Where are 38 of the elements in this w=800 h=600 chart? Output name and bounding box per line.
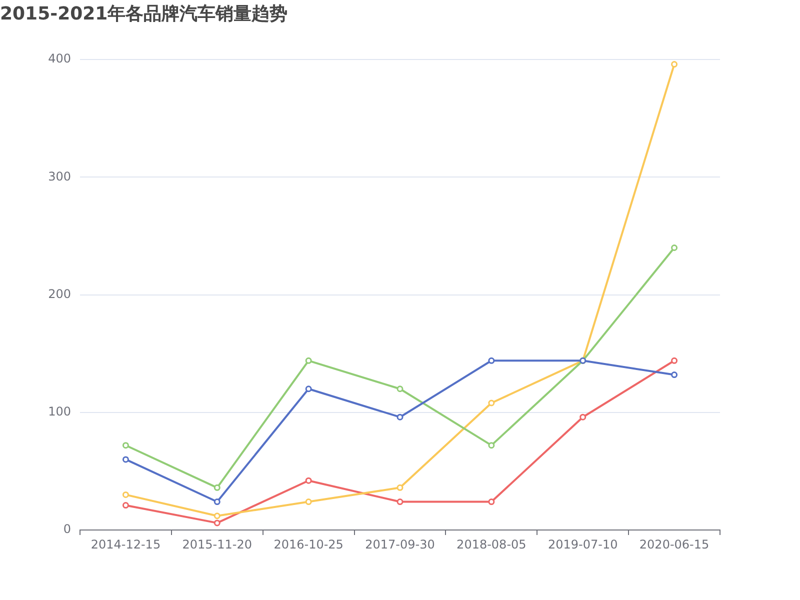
- x-tick-label: 2018-08-05: [456, 537, 526, 552]
- point: [488, 400, 495, 406]
- point: [396, 386, 404, 392]
- point: [488, 498, 495, 506]
- point: [671, 357, 678, 364]
- point: [214, 520, 220, 526]
- point: [396, 484, 404, 491]
- y-tick-label: 0: [63, 522, 71, 536]
- point: [671, 244, 678, 252]
- point: [305, 498, 312, 506]
- y-tick-label: 400: [48, 52, 71, 66]
- point: [214, 512, 220, 520]
- x-tick-label: 2020-06-15: [639, 537, 710, 552]
- point: [305, 386, 312, 392]
- point: [671, 61, 678, 68]
- y-tick-label: 300: [48, 169, 71, 184]
- point: [122, 456, 129, 463]
- point: [122, 491, 129, 498]
- point: [214, 498, 220, 506]
- point: [214, 484, 220, 491]
- point: [122, 502, 129, 509]
- y-tick-label: 200: [48, 286, 71, 301]
- point: [671, 372, 678, 378]
- point: [396, 498, 404, 506]
- x-tick-label: 2016-10-25: [274, 537, 344, 552]
- x-tick-label: 2017-09-30: [365, 537, 435, 552]
- point: [305, 357, 312, 364]
- x-tick-label: 2014-12-15: [90, 537, 161, 552]
- x-tick-label: 2019-07-10: [548, 537, 618, 552]
- point: [305, 477, 312, 484]
- point: [488, 442, 495, 449]
- point: [580, 414, 586, 420]
- chart-title: 2015-2021年各品牌汽车销量趋势: [0, 3, 288, 24]
- x-tick-label: 2015-11-20: [182, 537, 252, 552]
- point: [122, 442, 129, 449]
- point: [396, 414, 404, 420]
- y-tick-label: 100: [48, 404, 71, 419]
- point: [488, 357, 495, 364]
